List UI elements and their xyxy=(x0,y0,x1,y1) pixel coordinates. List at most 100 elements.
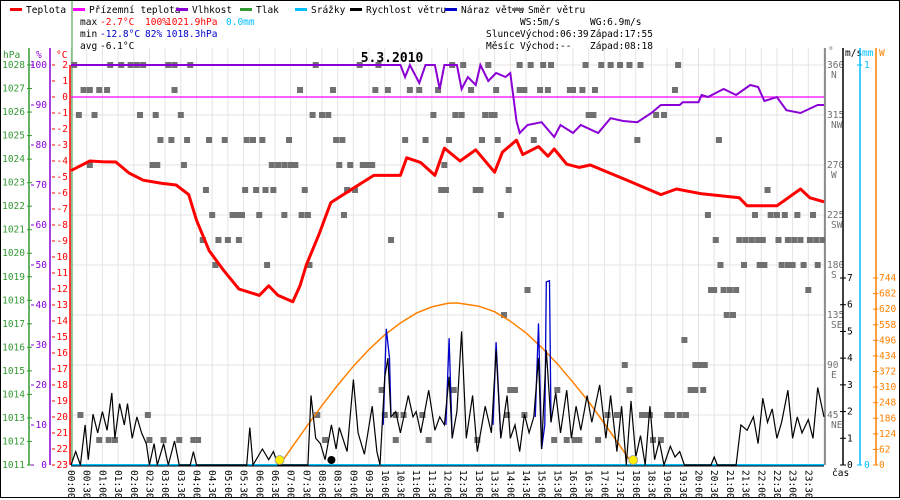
wind-direction-mark xyxy=(682,412,689,418)
x-tick-label: 09:00 xyxy=(347,470,358,499)
direction-compass-label: SW xyxy=(831,220,843,231)
temperature-tick-label: -23 xyxy=(51,460,68,471)
wind-direction-mark xyxy=(468,87,475,93)
wind-tick-label: 3 xyxy=(847,380,853,391)
rain-axis-unit: mm xyxy=(862,48,874,59)
wind-direction-mark xyxy=(604,412,611,418)
wind-tick-label: 2 xyxy=(847,407,853,418)
stats-max-hum: 100% xyxy=(145,17,168,28)
wind-direction-mark xyxy=(488,112,495,118)
wind-direction-mark xyxy=(450,387,457,393)
wind-direction-mark xyxy=(595,437,602,443)
wind-direction-mark xyxy=(477,187,484,193)
stats-max-rain: 0.0mm xyxy=(226,17,255,28)
wind-direction-mark xyxy=(388,237,395,243)
temperature-tick-label: -22 xyxy=(51,444,68,455)
direction-tick-label: 45 xyxy=(827,410,838,421)
wind-direction-mark xyxy=(500,312,507,318)
wind-direction-mark xyxy=(209,212,216,218)
legend: Teplota Přízemní teplota Vlhkost Tlak Srážky… xyxy=(10,5,585,16)
pressure-tick-label: 1017 xyxy=(2,319,25,330)
wind-direction-mark xyxy=(563,437,570,443)
legend-swatch xyxy=(73,8,85,11)
x-tick-label: 04:00 xyxy=(191,470,202,499)
stats-max-press: 1021.9hPa xyxy=(166,17,217,28)
wind-direction-mark xyxy=(372,87,379,93)
wind-direction-mark xyxy=(364,162,371,168)
wind-direction-mark xyxy=(339,137,346,143)
pressure-tick-label: 1022 xyxy=(2,201,25,212)
x-tick-label: 11:30 xyxy=(426,470,437,499)
x-tick-label: 18:30 xyxy=(645,470,656,499)
wind-direction-mark xyxy=(325,112,332,118)
pressure-tick-label: 1025 xyxy=(2,131,25,142)
temperature-tick-label: -19 xyxy=(51,396,68,407)
x-tick-label: 03:00 xyxy=(159,470,170,499)
wind-direction-mark xyxy=(540,62,547,68)
x-tick-label: 06:00 xyxy=(253,470,264,499)
wind-direction-mark xyxy=(789,262,796,268)
temperature-tick-label: -10 xyxy=(51,252,68,263)
solar-tick-label: 620 xyxy=(879,304,896,315)
wind-direction-mark xyxy=(77,412,84,418)
wind-direction-mark xyxy=(819,237,826,243)
wind-direction-mark xyxy=(570,87,576,93)
wind-direction-mark xyxy=(730,312,737,318)
wind-direction-mark xyxy=(692,387,699,393)
stats-min-hum: 82% xyxy=(145,29,162,40)
wind-direction-mark xyxy=(392,412,399,418)
wind-direction-mark xyxy=(740,262,747,268)
x-tick-label: 10:30 xyxy=(394,470,405,499)
wind-direction-mark xyxy=(180,162,187,168)
solar-tick-label: 682 xyxy=(879,289,896,300)
wind-direction-mark xyxy=(701,362,708,368)
wind-direction-mark xyxy=(243,137,250,143)
wind-direction-mark xyxy=(458,112,465,118)
legend-swatch xyxy=(512,8,524,11)
wind-direction-mark xyxy=(359,162,366,168)
wind-direction-mark xyxy=(281,212,288,218)
direction-tick-label: 90 xyxy=(827,360,839,371)
temperature-tick-label: 1 xyxy=(62,76,68,87)
wind-direction-mark xyxy=(507,387,514,393)
wind-direction-mark xyxy=(726,287,733,293)
x-tick-label: 01:00 xyxy=(96,470,107,499)
wind-direction-mark xyxy=(576,437,583,443)
wind-direction-mark xyxy=(160,437,167,443)
x-tick-label: 15:00 xyxy=(536,470,547,499)
legend-label: Tlak xyxy=(256,5,279,16)
wind-direction-mark xyxy=(657,437,664,443)
x-tick-label: 04:30 xyxy=(206,470,217,499)
moonset-marker xyxy=(327,456,336,464)
wind-direction-mark xyxy=(617,62,624,68)
direction-axis-unit: ° xyxy=(828,46,834,57)
wind-direction-mark xyxy=(329,87,336,93)
wind-direction-mark xyxy=(75,112,82,118)
wind-direction-mark xyxy=(516,62,523,68)
wind-direction-mark xyxy=(717,262,724,268)
wind-direction-mark xyxy=(544,87,551,93)
temperature-tick-label: -16 xyxy=(51,348,68,359)
wind-direction-mark xyxy=(384,87,391,93)
wind-direction-mark xyxy=(224,237,231,243)
stats-min-press: 1018.3hPa xyxy=(166,29,217,40)
temperature-tick-label: -5 xyxy=(57,172,68,183)
x-tick-label: 05:30 xyxy=(238,470,249,499)
wind-direction-mark xyxy=(671,87,678,93)
x-tick-label: 10:00 xyxy=(379,470,390,499)
x-tick-label: 08:00 xyxy=(316,470,327,499)
solar-tick-label: 186 xyxy=(879,413,896,424)
wind-tick-label: 1 xyxy=(847,433,853,444)
temperature-tick-label: -14 xyxy=(51,316,68,327)
wind-direction-mark xyxy=(96,87,103,93)
wind-direction-mark xyxy=(256,212,263,218)
wind-direction-mark xyxy=(149,162,156,168)
wind-direction-mark xyxy=(91,112,98,118)
wind-direction-mark xyxy=(292,162,299,168)
wind-direction-mark xyxy=(104,87,111,93)
wind-direction-mark xyxy=(351,187,358,193)
wind-direction-mark xyxy=(306,262,313,268)
x-tick-label: 01:30 xyxy=(112,470,123,499)
solar-tick-label: 310 xyxy=(879,382,896,393)
